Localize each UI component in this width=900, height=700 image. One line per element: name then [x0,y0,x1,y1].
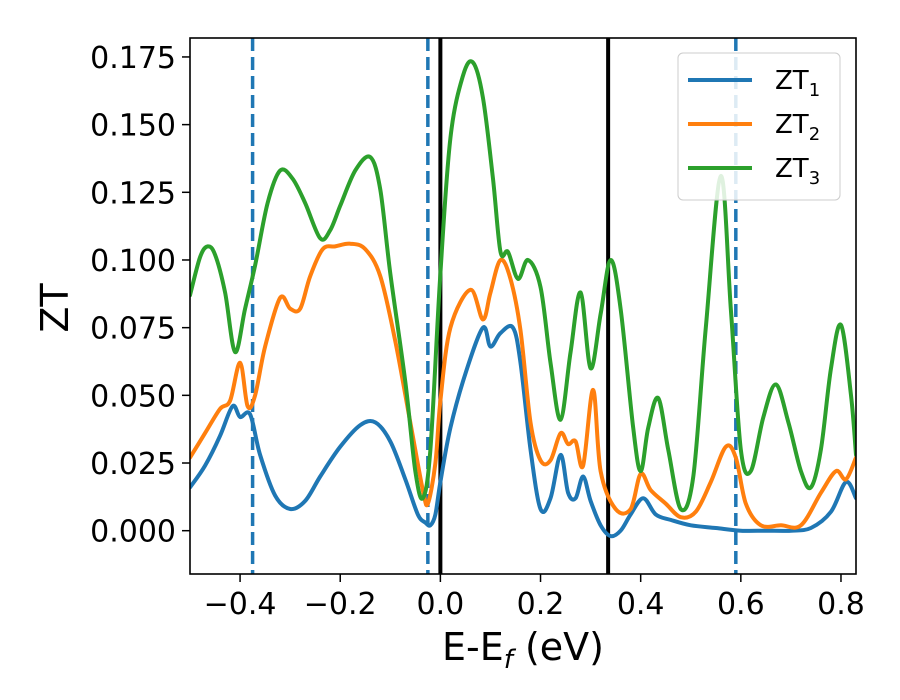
legend-label-zt2: ZT2 [775,110,820,145]
x-tick-label: 0.0 [417,587,465,622]
plot-frame [189,37,857,575]
y-tick-label: 0.125 [90,176,176,211]
y-tick-label: 0.050 [90,379,176,414]
x-tick-label: −0.2 [304,587,377,622]
x-tick-label: 0.2 [517,587,565,622]
series-lines [190,59,856,539]
y-tick-label: 0.175 [90,41,176,76]
legend-box [677,52,841,201]
legend-label-zt1: ZT1 [775,66,820,101]
x-tick-label: 0.6 [717,587,765,622]
legend: ZT1 ZT2 ZT3 [677,52,841,201]
x-tick-label: 0.4 [617,587,665,622]
series-line-zt2 [190,241,856,530]
x-axis-label-unit: (eV) [513,625,604,669]
y-axis-label: ZT [33,283,77,333]
x-axis-label: E-Ef (eV) [442,625,604,675]
y-tick-label: 0.000 [90,515,176,550]
y-tick-label: 0.150 [90,109,176,144]
y-tick-label: 0.100 [90,244,176,279]
series-line-zt3 [190,59,856,513]
y-tick-label: 0.025 [90,447,176,482]
x-tick-label: −0.4 [204,587,277,622]
legend-label-zt3: ZT3 [775,154,820,189]
x-axis-ticks: −0.4 −0.2 0.0 0.2 0.4 0.6 0.8 [204,574,865,622]
x-tick-label: 0.8 [817,587,865,622]
y-tick-label: 0.075 [90,312,176,347]
y-axis-ticks: 0.000 0.025 0.050 0.075 0.100 0.125 0.150 0.175 [90,41,190,550]
series-line-zt1 [190,324,856,539]
vertical-lines [250,38,738,574]
